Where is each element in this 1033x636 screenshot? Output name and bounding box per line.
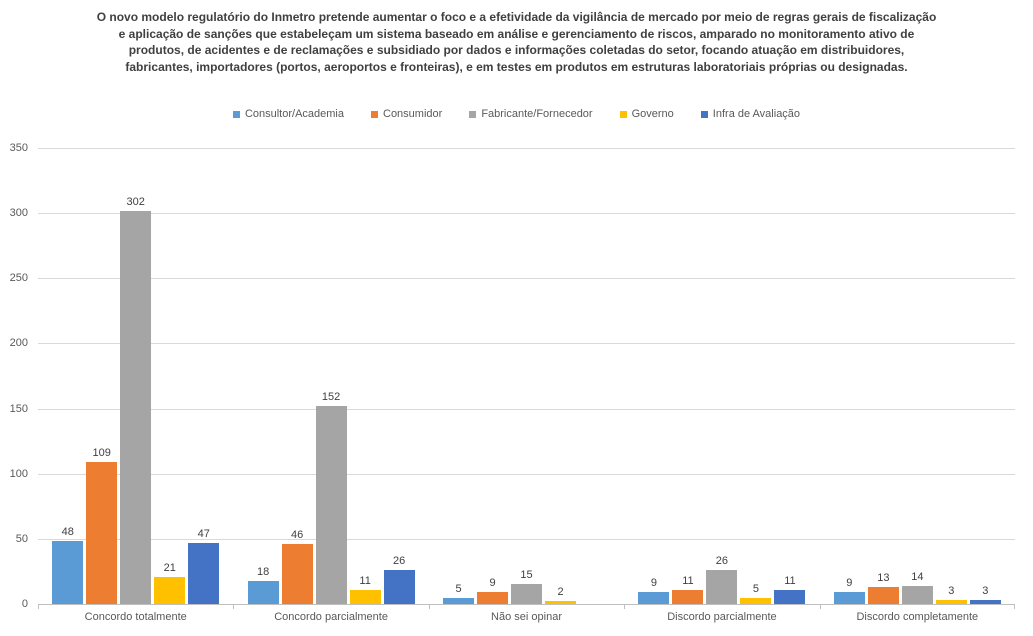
- bar-value-label: 2: [557, 586, 564, 599]
- x-tick: [820, 605, 821, 609]
- bar-value-label: 3: [948, 585, 955, 598]
- bar: 109: [86, 447, 118, 604]
- category-label: Concordo totalmente: [84, 611, 187, 623]
- legend-marker-icon: [700, 110, 708, 118]
- bar: 9: [477, 577, 509, 604]
- bar-value-label: 5: [455, 582, 462, 595]
- bar: 47: [188, 528, 220, 604]
- x-tick: [233, 605, 234, 609]
- bar-value-label: 13: [877, 572, 890, 585]
- gridline: [38, 408, 1015, 410]
- category-label: Discordo parcialmente: [667, 611, 777, 623]
- x-tick: [38, 605, 39, 609]
- bar-value-label: 47: [197, 527, 210, 540]
- y-tick-label: 150: [9, 402, 28, 415]
- category-label: Não sei opinar: [491, 611, 562, 623]
- bar-value-label: 109: [92, 447, 111, 459]
- bar: 9: [638, 577, 670, 604]
- gridline: [38, 538, 1015, 540]
- legend-item: Consultor/Academia: [232, 108, 344, 120]
- bar-value-label: 3: [982, 585, 989, 598]
- bar-value-label: 152: [321, 390, 341, 403]
- bar: 5: [740, 583, 772, 604]
- bar: 2: [545, 586, 577, 604]
- bar: 5: [443, 583, 475, 604]
- category-cell: 18 46 152 11 26 Concordo parcialmente: [233, 148, 428, 623]
- bar: 11: [349, 575, 381, 604]
- bar: 18: [247, 566, 279, 604]
- bar: 302: [120, 196, 152, 604]
- bar-value-label: 18: [256, 565, 270, 578]
- legend-marker-icon: [371, 110, 378, 118]
- bar: 13: [867, 572, 899, 604]
- legend-label: Governo: [631, 108, 674, 120]
- bar-value-label: 5: [752, 582, 759, 595]
- category-cell: 9 11 26 5 11 Discordo parcialmente: [624, 148, 819, 623]
- bar-value-label: 11: [682, 574, 694, 587]
- gridline: [38, 278, 1015, 280]
- legend-item: Infra de Avaliação: [700, 108, 801, 120]
- legend-label: Infra de Avaliação: [712, 108, 801, 120]
- bar-value-label: 26: [715, 555, 729, 568]
- bar-value-label: 11: [784, 574, 796, 587]
- category-cell: 9 13 14 3 3 Discordo completamente: [820, 148, 1015, 623]
- y-tick-label: 0: [21, 598, 28, 610]
- bar: 14: [901, 571, 933, 604]
- bar: 15: [511, 569, 543, 604]
- bar-value-label: 48: [61, 526, 74, 539]
- gridline: [38, 473, 1015, 475]
- legend-marker-icon: [232, 110, 240, 118]
- bar: 11: [672, 575, 704, 604]
- bar-value-label: 26: [392, 555, 406, 568]
- x-tick: [1014, 605, 1015, 609]
- bar: 9: [833, 577, 865, 604]
- bar-value-label: 9: [650, 577, 657, 590]
- legend: Consultor/Academia Consumidor Fabricante/F…: [0, 108, 1033, 120]
- legend-label: Consultor/Academia: [244, 108, 344, 120]
- bar: 48: [52, 526, 84, 604]
- y-tick-label: 100: [9, 467, 28, 480]
- gridline: [38, 343, 1015, 345]
- bar-value-label: 15: [520, 569, 533, 582]
- chart-title: O novo modelo regulatório do Inmetro pre…: [96, 10, 937, 74]
- bar-value-label: 9: [846, 577, 853, 590]
- plot-area: 48 109 302 21 47 Concordo totalmente 18 46 152 11…: [38, 148, 1015, 623]
- categories: 48 109 302 21 47 Concordo totalmente 18 46 152 11…: [38, 148, 1015, 623]
- category-label: Concordo parcialmente: [274, 611, 388, 623]
- gridline: [38, 148, 1015, 149]
- bar-value-label: 21: [163, 561, 176, 574]
- legend-label: Fabricante/Fornecedor: [481, 108, 593, 120]
- gridline: [38, 213, 1015, 215]
- bar-value-label: 46: [290, 529, 304, 542]
- legend-marker-icon: [619, 110, 627, 118]
- legend-item: Fabricante/Fornecedor: [469, 108, 593, 120]
- category-label: Discordo completamente: [856, 611, 979, 623]
- bar: 3: [969, 585, 1001, 604]
- bar: 26: [383, 555, 415, 604]
- y-tick-label: 300: [9, 207, 28, 220]
- category-cell: 5 9 15 2 Não sei opinar: [429, 148, 624, 623]
- y-tick-label: 350: [9, 142, 28, 154]
- bar: 26: [706, 555, 738, 604]
- legend-item: Governo: [619, 108, 674, 120]
- bar-value-label: 9: [489, 577, 496, 590]
- bar-value-label: 302: [126, 195, 145, 208]
- legend-item: Consumidor: [371, 108, 442, 120]
- y-tick-label: 50: [15, 532, 28, 545]
- legend-marker-icon: [469, 110, 477, 118]
- y-tick-label: 250: [9, 272, 28, 285]
- bar: 3: [935, 585, 967, 604]
- bar: 46: [281, 529, 313, 604]
- bar: 21: [154, 562, 186, 604]
- x-tick: [624, 605, 625, 609]
- bar: 11: [774, 575, 806, 604]
- legend-label: Consumidor: [383, 108, 443, 120]
- bar: 152: [315, 391, 347, 604]
- bar-value-label: 14: [911, 570, 924, 583]
- y-tick-label: 200: [9, 337, 28, 350]
- bar-value-label: 11: [359, 574, 371, 587]
- x-tick: [429, 605, 430, 609]
- category-cell: 48 109 302 21 47 Concordo totalmente: [38, 148, 233, 623]
